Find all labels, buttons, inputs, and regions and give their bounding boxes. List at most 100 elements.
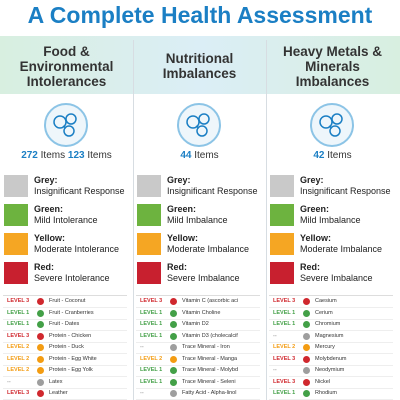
legend-label: Red:	[34, 262, 54, 272]
status-dot	[303, 298, 310, 305]
level: --	[140, 344, 144, 350]
item-name: Leather	[49, 390, 68, 396]
level: LEVEL 3	[140, 298, 163, 304]
level: LEVEL 1	[7, 309, 30, 316]
icon	[176, 102, 222, 153]
level: LEVEL 1	[140, 321, 163, 327]
level: LEVEL 2	[273, 344, 296, 350]
status-dot	[37, 367, 44, 374]
item-name: Magnesium	[315, 332, 344, 339]
status-dot	[170, 378, 177, 386]
result-row: LEVEL 1 Vitamin D3 (cholecalcif	[136, 331, 260, 343]
legend-text: Grey: Insignificant Response	[34, 175, 125, 197]
item-counts: 44 Items	[133, 150, 266, 161]
item-name: Molybdenum	[315, 355, 347, 362]
result-table: LEVEL 3 Caesium LEVEL 1 Cerium LEVEL 1 Chromi…	[269, 295, 393, 400]
result-row: LEVEL 1 Vitamin D2	[136, 319, 260, 331]
legend-description: Severe Intolerance	[34, 273, 110, 283]
level: LEVEL 1	[140, 332, 163, 339]
status-dot	[303, 321, 310, 328]
result-row: LEVEL 3 Protein - Chicken	[3, 331, 127, 343]
result-row: LEVEL 2 Protein - Egg White	[3, 354, 127, 366]
level: LEVEL 3	[7, 390, 30, 396]
level: LEVEL 1	[140, 378, 163, 385]
legend-label: Yellow:	[167, 233, 199, 243]
item-unit: Items	[194, 150, 219, 161]
item-name: Vitamin C (ascorbic aci	[182, 298, 239, 304]
divider	[133, 40, 134, 400]
status-dot	[303, 355, 310, 363]
legend-text: Yellow: Moderate Imbalance	[300, 233, 382, 255]
level: --	[273, 367, 277, 373]
item-name: Trace Mineral - Iron	[182, 344, 230, 350]
result-row: LEVEL 1 Vitamin Choline	[136, 308, 260, 320]
result-row: LEVEL 3 Caesium	[269, 296, 393, 308]
level: LEVEL 2	[7, 355, 30, 362]
legend-label: Green:	[34, 204, 64, 214]
item-name: Trace Mineral - Molybd	[182, 367, 239, 373]
legend-label: Grey:	[167, 175, 191, 185]
icon	[43, 102, 89, 153]
level: --	[273, 332, 277, 339]
item-name: Protein - Egg Yolk	[49, 367, 93, 373]
item-name: Fatty Acid - Alpha-linol	[182, 390, 237, 396]
legend-description: Insignificant Response	[300, 186, 391, 196]
status-dot	[303, 344, 310, 351]
level: LEVEL 3	[7, 332, 30, 339]
status-dot	[170, 344, 177, 351]
level: LEVEL 3	[273, 298, 296, 304]
result-row: LEVEL 1 Cerium	[269, 308, 393, 320]
level: LEVEL 1	[273, 309, 296, 316]
status-dot	[303, 390, 310, 397]
legend-text: Red: Severe Imbalance	[167, 262, 240, 284]
status-dot	[170, 309, 177, 317]
legend-swatch	[270, 262, 294, 284]
icon	[309, 102, 355, 153]
legend-description: Moderate Imbalance	[167, 244, 250, 254]
item-name: Protein - Duck	[49, 344, 84, 350]
level: --	[140, 390, 144, 396]
status-dot	[170, 321, 177, 328]
legend-entry: Grey: Insignificant Response	[137, 173, 265, 199]
legend-entry: Red: Severe Imbalance	[270, 260, 398, 286]
legend-label: Green:	[167, 204, 197, 214]
level: LEVEL 1	[7, 321, 30, 327]
legend-swatch	[137, 204, 161, 226]
legend-text: Red: Severe Intolerance	[34, 262, 110, 284]
item-name: Cerium	[315, 309, 333, 316]
item-counts: 42 Items	[266, 150, 399, 161]
item-count: 272	[21, 150, 38, 161]
level: LEVEL 3	[273, 355, 296, 362]
result-row: LEVEL 1 Chromium	[269, 319, 393, 331]
legend-entry: Green: Mild Intolerance	[4, 202, 132, 228]
status-dot	[303, 367, 310, 374]
item-count: 123	[67, 150, 85, 161]
legend-swatch	[4, 262, 28, 284]
status-dot	[37, 321, 44, 328]
result-row: LEVEL 2 Trace Mineral - Manga	[136, 354, 260, 366]
legend-entry: Grey: Insignificant Response	[4, 173, 132, 199]
item-name: Neodymium	[315, 367, 345, 373]
legend-label: Grey:	[300, 175, 324, 185]
item-name: Trace Mineral - Manga	[182, 355, 238, 362]
result-row: LEVEL 1 Trace Mineral - Molybd	[136, 365, 260, 377]
item-unit: Items	[87, 150, 112, 161]
status-dot	[303, 309, 310, 317]
item-name: Fruit - Coconut	[49, 298, 86, 304]
legend-swatch	[4, 175, 28, 197]
legend-text: Grey: Insignificant Response	[300, 175, 391, 197]
legend-label: Green:	[300, 204, 330, 214]
column: Food & Environmental Intolerances 272 Ite…	[0, 36, 133, 400]
legend-text: Green: Mild Imbalance	[167, 204, 228, 226]
legend-label: Grey:	[34, 175, 58, 185]
level: LEVEL 2	[7, 344, 30, 350]
status-dot	[303, 332, 310, 340]
level: LEVEL 1	[273, 390, 296, 396]
item-count: 42	[313, 150, 325, 161]
legend-entry: Green: Mild Imbalance	[270, 202, 398, 228]
result-row: -- Trace Mineral - Iron	[136, 342, 260, 354]
level: --	[7, 378, 11, 385]
item-counts: 272 Items 123 Items	[0, 150, 133, 161]
item-name: Trace Mineral - Seleni	[182, 378, 236, 385]
legend-entry: Red: Severe Intolerance	[4, 260, 132, 286]
